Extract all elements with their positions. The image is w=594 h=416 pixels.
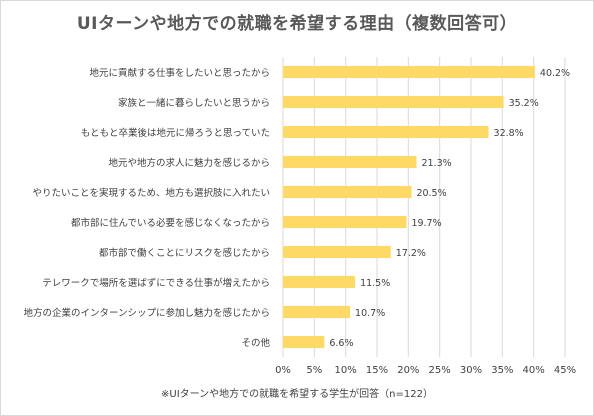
bar	[283, 186, 412, 198]
value-label: 10.7%	[355, 308, 385, 319]
x-tick-label: 35%	[491, 365, 513, 376]
value-label: 17.2%	[396, 248, 426, 259]
category-label: 都市部で働くことにリスクを感じたから	[99, 247, 270, 259]
x-tick-label: 10%	[335, 365, 357, 376]
bar	[283, 246, 391, 258]
bar	[283, 336, 325, 348]
category-label: その他	[241, 337, 270, 349]
value-label: 40.2%	[540, 68, 570, 79]
x-tick-label: 20%	[397, 365, 419, 376]
value-label: 35.2%	[509, 98, 539, 109]
x-tick-label: 0%	[275, 365, 291, 376]
bar	[283, 96, 504, 108]
x-tick-label: 15%	[366, 365, 388, 376]
x-tick-label: 45%	[554, 365, 576, 376]
category-label: 都市部に住んでいる必要を感じなくなったから	[71, 217, 270, 229]
x-tick-label: 25%	[429, 365, 451, 376]
bar	[283, 156, 417, 168]
category-label: テレワークで場所を選ばずにできる仕事が増えたから	[42, 277, 270, 289]
value-label: 20.5%	[416, 188, 446, 199]
value-label: 21.3%	[421, 158, 451, 169]
bar	[283, 66, 535, 78]
category-label: やりたいことを実現するため、地方も選択肢に入れたい	[32, 187, 270, 199]
bar	[283, 126, 489, 138]
value-label: 11.5%	[360, 278, 390, 289]
x-tick-label: 40%	[523, 365, 545, 376]
category-label: 家族と一緒に暮らしたいと思うから	[118, 97, 270, 109]
bar	[283, 306, 351, 318]
value-label: 6.6%	[329, 338, 353, 349]
category-label: 地元や地方の求人に魅力を感じるから	[108, 157, 270, 169]
value-label: 19.7%	[411, 218, 441, 229]
category-label: もともと卒業後は地元に帰ろうと思っていた	[81, 127, 270, 139]
bar	[283, 216, 407, 228]
category-label: 地方の企業のインターンシップに参加し魅力を感じたから	[23, 307, 270, 319]
value-label: 32.8%	[494, 128, 524, 139]
x-tick-label: 30%	[460, 365, 482, 376]
chart-title: UIターンや地方での就職を希望する理由（複数回答可）	[76, 14, 518, 34]
category-label: 地元に貢献する仕事をしたいと思ったから	[89, 67, 270, 79]
x-tick-label: 5%	[306, 365, 322, 376]
chart-footnote: ※UIターンや地方での就職を希望する学生が回答（n=122）	[161, 389, 433, 400]
bar	[283, 276, 356, 288]
